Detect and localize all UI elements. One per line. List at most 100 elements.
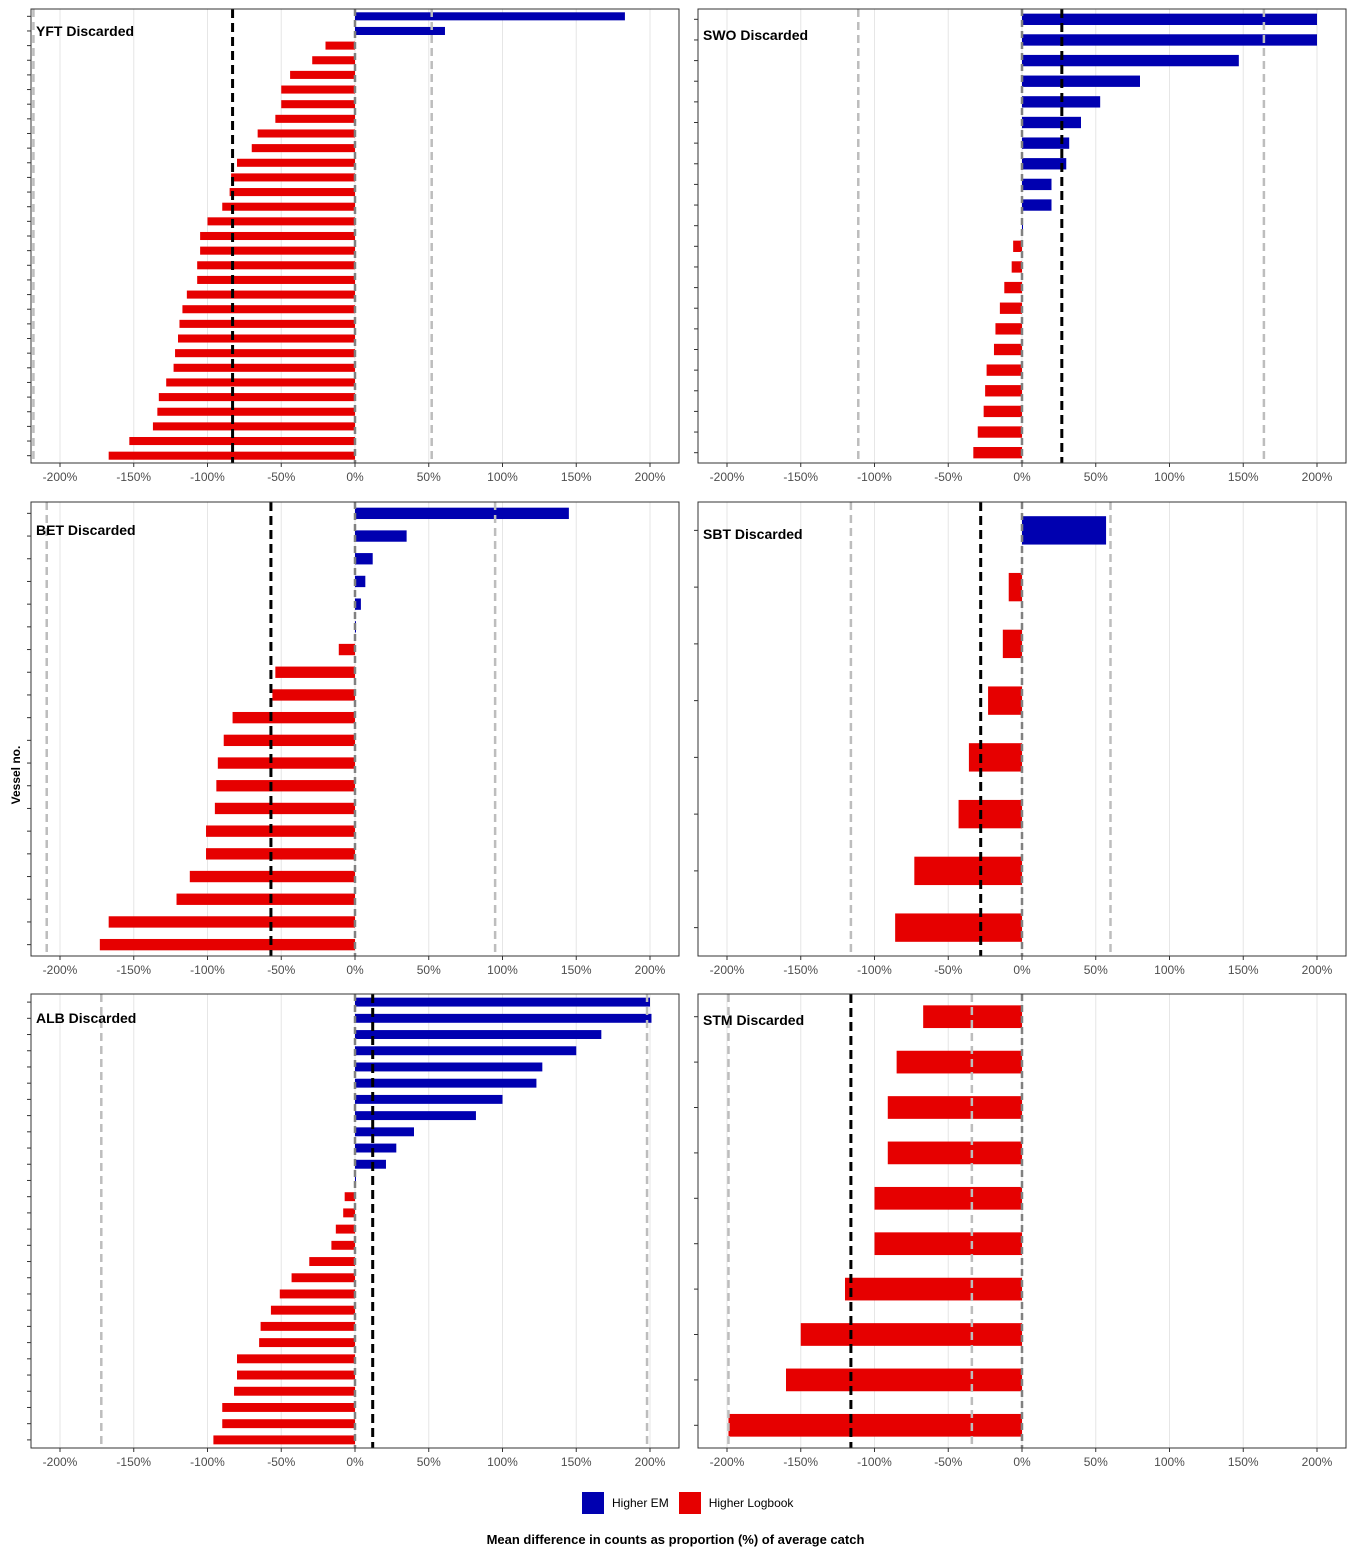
- bar-alb-13: [344, 1192, 355, 1202]
- bar-alb-8: [355, 1111, 476, 1121]
- bar-sbt-8: [895, 913, 1022, 942]
- bar-stm-10: [728, 1413, 1022, 1437]
- bar-sbt-6: [958, 799, 1022, 829]
- bar-swo-3: [1022, 54, 1239, 67]
- xtick-label-swo: 100%: [1154, 470, 1185, 484]
- bar-swo-13: [1011, 261, 1022, 273]
- bar-yft-15: [207, 217, 355, 226]
- bar-bet-16: [206, 848, 355, 860]
- bar-swo-19: [985, 385, 1022, 397]
- xtick-label-bet: 150%: [561, 963, 592, 977]
- bar-alb-1: [355, 997, 650, 1007]
- bar-alb-14: [343, 1208, 355, 1218]
- xtick-label-swo: -150%: [783, 470, 818, 484]
- xtick-label-swo: -200%: [710, 470, 745, 484]
- bar-bet-19: [108, 916, 355, 928]
- panel-title-yft: YFT Discarded: [36, 23, 134, 39]
- xtick-label-yft: 150%: [561, 470, 592, 484]
- xtick-label-sbt: 150%: [1228, 963, 1259, 977]
- bar-yft-26: [166, 378, 355, 387]
- bar-yft-16: [200, 231, 355, 241]
- bar-swo-22: [973, 447, 1022, 459]
- bar-stm-9: [786, 1368, 1022, 1392]
- xtick-label-stm: -200%: [710, 1455, 745, 1469]
- bar-sbt-2: [1008, 572, 1022, 602]
- bar-swo-6: [1022, 116, 1081, 129]
- bar-alb-15: [335, 1224, 355, 1234]
- bar-alb-17: [309, 1257, 355, 1266]
- bar-yft-6: [281, 85, 355, 94]
- panel-title-alb: ALB Discarded: [36, 1010, 136, 1026]
- xtick-label-sbt: 200%: [1302, 963, 1333, 977]
- bar-bet-15: [206, 825, 355, 837]
- bar-bet-12: [217, 757, 355, 769]
- bar-yft-24: [175, 349, 355, 358]
- bar-alb-21: [260, 1321, 355, 1331]
- bar-alb-9: [355, 1127, 414, 1137]
- bar-stm-1: [923, 1005, 1022, 1029]
- bar-alb-6: [355, 1078, 537, 1088]
- bar-alb-4: [355, 1046, 577, 1056]
- xtick-label-swo: 50%: [1084, 470, 1108, 484]
- xtick-label-alb: -150%: [116, 1455, 151, 1469]
- bar-bet-3: [355, 553, 373, 565]
- bar-alb-2: [355, 1013, 652, 1023]
- bar-yft-3: [325, 41, 355, 50]
- bar-swo-16: [995, 323, 1022, 335]
- xtick-label-stm: 50%: [1084, 1455, 1108, 1469]
- xtick-label-sbt: -50%: [934, 963, 962, 977]
- bar-yft-29: [152, 422, 355, 431]
- xtick-label-bet: -50%: [267, 963, 295, 977]
- xtick-label-alb: 0%: [346, 1455, 364, 1469]
- bar-swo-15: [999, 302, 1022, 314]
- xtick-label-swo: 0%: [1013, 470, 1031, 484]
- bar-yft-7: [281, 100, 355, 109]
- panel-title-bet: BET Discarded: [36, 522, 136, 538]
- bar-bet-14: [214, 802, 355, 815]
- bar-bet-10: [232, 711, 355, 724]
- legend-item-higher-em: Higher EM: [582, 1492, 669, 1514]
- bar-yft-4: [312, 56, 355, 65]
- xtick-label-alb: 200%: [635, 1455, 666, 1469]
- bar-alb-12: [355, 1176, 356, 1185]
- legend-label-higher-logbook: Higher Logbook: [708, 1496, 794, 1510]
- bar-swo-17: [993, 343, 1022, 356]
- legend-swatch-higher-logbook: [678, 1492, 701, 1514]
- bar-alb-5: [355, 1062, 543, 1072]
- bar-sbt-5: [968, 743, 1022, 772]
- bar-yft-14: [222, 202, 355, 211]
- xtick-label-swo: 150%: [1228, 470, 1259, 484]
- bar-bet-9: [272, 689, 355, 701]
- bar-yft-20: [186, 290, 355, 299]
- panel-title-stm: STM Discarded: [703, 1012, 804, 1028]
- xtick-label-sbt: 100%: [1154, 963, 1185, 977]
- bar-alb-11: [355, 1159, 386, 1169]
- xtick-label-stm: 200%: [1302, 1455, 1333, 1469]
- xtick-label-yft: -200%: [43, 470, 78, 484]
- panel-title-sbt: SBT Discarded: [703, 526, 803, 542]
- bar-yft-21: [182, 305, 355, 314]
- xtick-label-stm: -50%: [934, 1455, 962, 1469]
- bar-alb-3: [355, 1030, 602, 1039]
- bar-yft-19: [197, 275, 355, 284]
- bar-yft-18: [197, 261, 355, 270]
- bar-stm-3: [887, 1096, 1022, 1119]
- xtick-label-yft: -150%: [116, 470, 151, 484]
- bar-yft-23: [178, 334, 355, 343]
- bar-alb-25: [234, 1386, 355, 1396]
- bar-swo-4: [1022, 75, 1140, 87]
- bar-stm-4: [887, 1141, 1022, 1165]
- xtick-label-sbt: -150%: [783, 963, 818, 977]
- bar-swo-2: [1022, 34, 1317, 46]
- bar-swo-7: [1022, 137, 1070, 149]
- xtick-label-yft: 0%: [346, 470, 364, 484]
- bar-yft-27: [158, 393, 355, 402]
- bar-alb-22: [259, 1338, 355, 1348]
- bar-swo-20: [983, 405, 1022, 418]
- bar-swo-10: [1022, 199, 1052, 211]
- xtick-label-sbt: 50%: [1084, 963, 1108, 977]
- bar-alb-27: [222, 1419, 355, 1429]
- xtick-label-stm: 150%: [1228, 1455, 1259, 1469]
- xtick-label-bet: -100%: [190, 963, 225, 977]
- bar-swo-1: [1022, 13, 1317, 25]
